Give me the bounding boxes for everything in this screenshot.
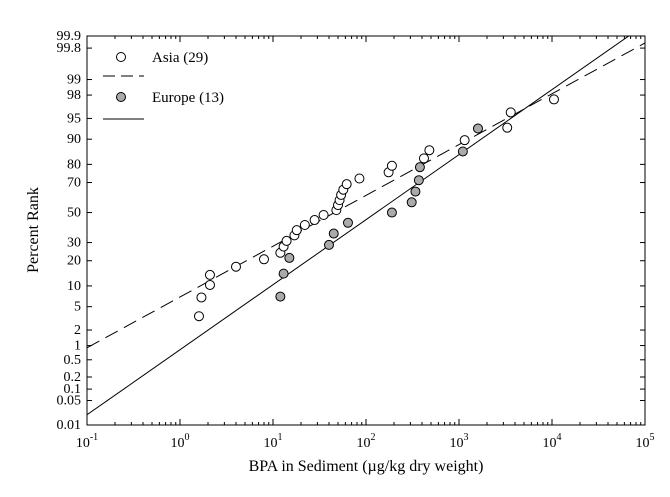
- x-tick-label: 105: [636, 432, 655, 451]
- y-tick-label: 0.1: [64, 382, 82, 397]
- europe-point: [406, 197, 417, 208]
- europe-point: [457, 146, 468, 157]
- y-tick-label: 99.9: [57, 29, 82, 44]
- europe-point: [342, 217, 353, 228]
- y-tick-label: 30: [67, 236, 81, 251]
- x-tick-label: 103: [450, 432, 469, 451]
- legend-europe-label: Europe (13): [152, 90, 224, 106]
- asia-point: [309, 215, 320, 226]
- y-tick-label: 20: [67, 254, 81, 269]
- asia-point: [193, 311, 204, 322]
- asia-point: [291, 225, 302, 236]
- asia-fit-line: [87, 42, 645, 349]
- y-tick-label: 70: [67, 176, 81, 191]
- y-tick-label: 90: [67, 132, 81, 147]
- y-tick-label: 99.8: [57, 41, 82, 56]
- europe-point: [413, 175, 424, 186]
- europe-point: [386, 207, 397, 218]
- asia-point: [341, 179, 352, 190]
- asia-point: [204, 269, 215, 280]
- asia-point: [424, 145, 435, 156]
- y-tick-label: 0.5: [64, 353, 82, 368]
- y-tick-label: 5: [74, 300, 81, 315]
- asia-point: [196, 292, 207, 303]
- asia-point: [386, 160, 397, 171]
- y-tick-label: 1: [74, 339, 81, 354]
- y-tick-label: 0.2: [64, 370, 82, 385]
- asia-point: [281, 235, 292, 246]
- asia-point: [318, 209, 329, 220]
- asia-point: [505, 107, 516, 118]
- x-tick-label: 101: [264, 432, 283, 451]
- europe-point: [278, 268, 289, 279]
- asia-point: [548, 94, 559, 105]
- y-tick-label: 98: [67, 88, 81, 103]
- data-points: [193, 94, 559, 322]
- europe-fit-line: [87, 36, 630, 416]
- asia-point: [354, 173, 365, 184]
- x-axis: 10-1 100 101 102 103 104 105: [76, 36, 655, 451]
- legend-europe-marker: [116, 92, 126, 102]
- y-axis-title: Percent Rank: [25, 187, 42, 273]
- x-tick-label: 102: [357, 432, 376, 451]
- y-axis: 0.010.050.10.20.512510203050708090959899…: [57, 29, 645, 433]
- europe-point: [284, 252, 295, 263]
- fit-lines: [87, 36, 645, 416]
- europe-point: [328, 228, 339, 239]
- y-tick-label: 0.01: [57, 418, 82, 433]
- y-tick-label: 0.05: [57, 394, 82, 409]
- asia-point: [418, 153, 429, 164]
- europe-point: [414, 162, 425, 173]
- x-tick-label: 104: [543, 432, 562, 451]
- asia-point: [299, 219, 310, 230]
- y-tick-label: 80: [67, 157, 81, 172]
- asia-point: [459, 135, 470, 146]
- legend-asia-marker: [116, 52, 126, 62]
- asia-point: [204, 279, 215, 290]
- legend-asia-label: Asia (29): [152, 50, 208, 66]
- asia-point: [258, 254, 269, 265]
- legend: Asia (29) Europe (13): [103, 50, 224, 120]
- asia-point: [230, 261, 241, 272]
- y-tick-label: 99: [67, 73, 81, 88]
- x-axis-title: BPA in Sediment (µg/kg dry weight): [249, 458, 484, 475]
- europe-point: [410, 186, 421, 197]
- x-tick-label: 10-1: [76, 432, 98, 451]
- europe-point: [323, 239, 334, 250]
- y-tick-label: 10: [67, 279, 81, 294]
- y-tick-label: 2: [74, 323, 81, 338]
- y-tick-label: 95: [67, 111, 81, 126]
- europe-point: [472, 123, 483, 134]
- x-tick-label: 100: [171, 432, 190, 451]
- asia-point: [502, 122, 513, 133]
- y-tick-label: 50: [67, 206, 81, 221]
- europe-point: [275, 291, 286, 302]
